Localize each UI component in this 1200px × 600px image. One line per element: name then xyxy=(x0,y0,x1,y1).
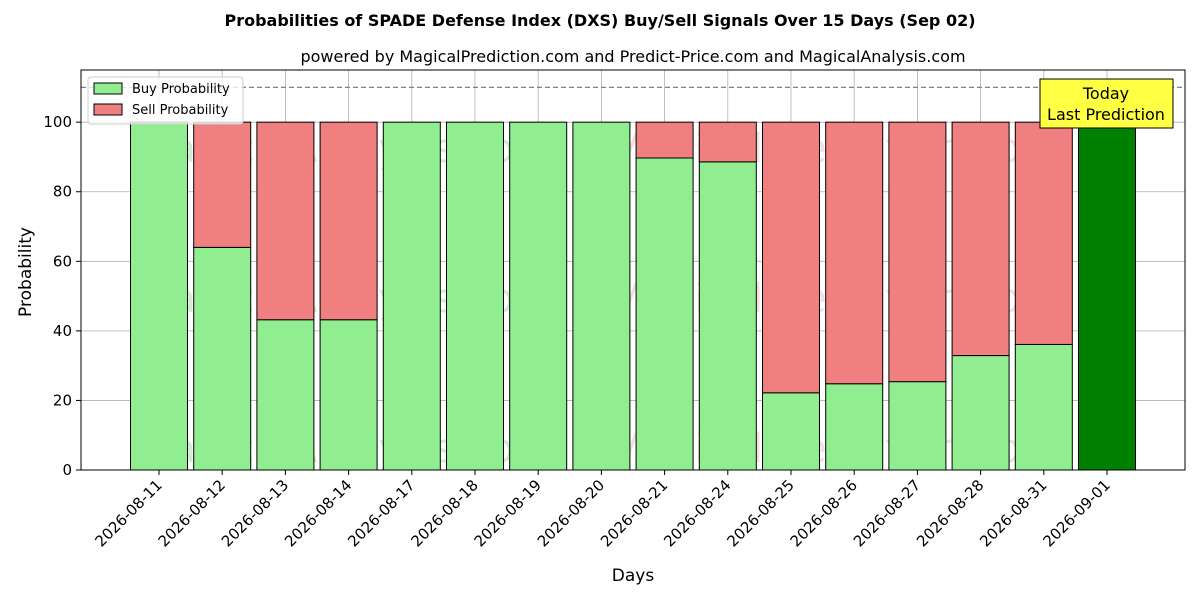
y-tick-label: 20 xyxy=(53,391,72,409)
legend: Buy Probability Sell Probability xyxy=(87,76,244,125)
x-tick-label: 2026-08-21 xyxy=(597,476,671,550)
chart-subtitle: powered by MagicalPrediction.com and Pre… xyxy=(300,47,965,66)
bar-sell xyxy=(1014,121,1073,345)
bar-buy xyxy=(193,246,252,471)
bar-buy xyxy=(446,121,504,471)
x-tick-label: 2026-08-12 xyxy=(155,476,229,550)
y-tick-label: 80 xyxy=(53,183,72,201)
legend-swatch-sell xyxy=(93,103,123,116)
bar-sell xyxy=(319,121,378,321)
x-tick-label: 2026-08-20 xyxy=(534,476,608,550)
bar-buy xyxy=(635,157,694,471)
x-tick-label: 2026-08-11 xyxy=(91,476,165,550)
bar-buy xyxy=(1014,343,1073,471)
bar-sell xyxy=(256,121,315,321)
y-ticks: 0 20 40 60 80 100 xyxy=(43,113,81,479)
x-tick-label: 2026-09-01 xyxy=(1039,476,1113,550)
legend-box xyxy=(87,76,244,125)
bar-buy xyxy=(825,383,884,471)
x-tick-label: 2026-08-26 xyxy=(787,476,861,550)
y-tick-label: 0 xyxy=(62,461,72,479)
x-tick-label: 2026-08-25 xyxy=(723,476,797,550)
bar-sell xyxy=(951,121,1010,357)
bar-buy xyxy=(698,161,757,471)
y-axis-label: Probability xyxy=(16,227,36,317)
x-tick-label: 2026-08-27 xyxy=(850,476,924,550)
y-tick-label: 100 xyxy=(43,113,72,131)
bar-sell xyxy=(635,121,694,159)
plot-frame xyxy=(80,69,1186,471)
bar-buy xyxy=(951,355,1010,471)
bar-buy xyxy=(762,392,820,471)
x-tick-label: 2026-08-31 xyxy=(976,476,1050,550)
bar-sell xyxy=(698,121,757,163)
x-ticks: 2026-08-112026-08-122026-08-132026-08-14… xyxy=(91,470,1114,550)
x-tick-label: 2026-08-24 xyxy=(660,476,734,550)
annotation-line-2: Last Prediction xyxy=(1047,105,1165,124)
y-tick-label: 60 xyxy=(53,252,72,270)
annotation-line-1: Today xyxy=(1082,84,1129,103)
bar-buy xyxy=(130,121,188,471)
bar-buy xyxy=(256,319,315,471)
bar-buy xyxy=(319,319,378,471)
bar-buy xyxy=(572,121,631,471)
x-axis-label: Days xyxy=(612,566,655,586)
x-tick-label: 2026-08-14 xyxy=(281,476,355,550)
y-tick-label: 40 xyxy=(53,322,72,340)
x-tick-label: 2026-08-13 xyxy=(218,476,292,550)
legend-label-sell: Sell Probability xyxy=(132,103,229,118)
x-tick-label: 2026-08-19 xyxy=(471,476,545,550)
bar-buy xyxy=(888,381,947,471)
x-tick-label: 2026-08-18 xyxy=(407,476,481,550)
legend-label-buy: Buy Probability xyxy=(132,82,230,97)
x-tick-label: 2026-08-28 xyxy=(913,476,987,550)
bar-buy xyxy=(509,121,568,471)
bars xyxy=(130,121,1136,471)
chart-title: Probabilities of SPADE Defense Index (DX… xyxy=(224,11,975,30)
bar-sell xyxy=(762,121,820,394)
bar-sell xyxy=(193,121,252,248)
bar-buy xyxy=(1078,121,1136,471)
bar-sell xyxy=(825,121,884,385)
x-tick-label: 2026-08-17 xyxy=(344,476,418,550)
bar-buy xyxy=(382,121,441,471)
legend-swatch-buy xyxy=(93,82,123,95)
today-annotation: Today Last Prediction xyxy=(1039,78,1174,129)
bar-sell xyxy=(888,121,947,383)
annotation-box xyxy=(1039,78,1174,129)
